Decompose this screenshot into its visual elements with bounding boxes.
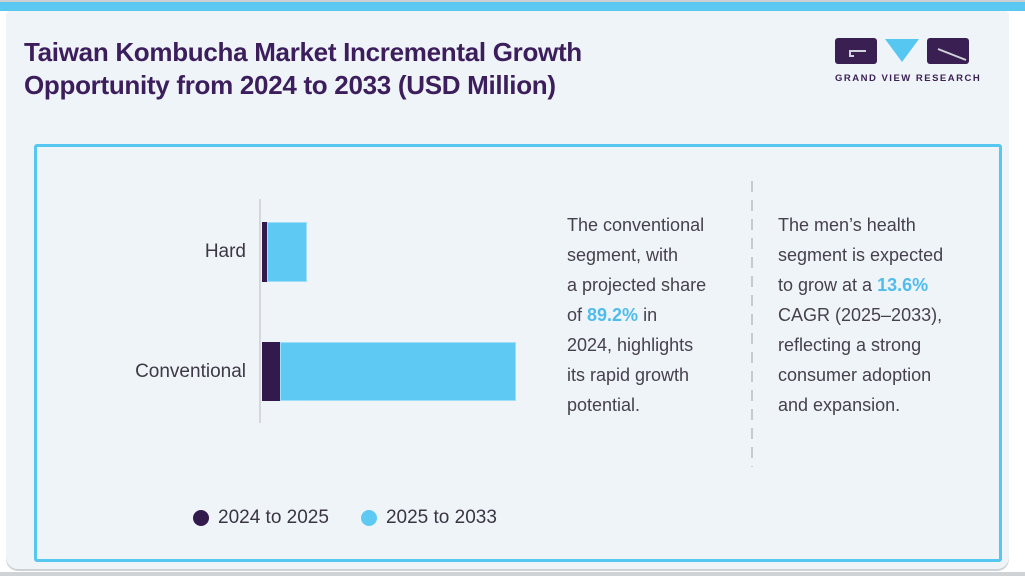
legend-swatch-2025-2033 <box>360 510 377 526</box>
y-axis-line <box>259 199 261 423</box>
infographic-card: Taiwan Kombucha Market Incremental Growt… <box>6 11 1009 569</box>
category-label-hard: Hard <box>204 241 246 262</box>
legend-item-2024-2025: 2024 to 2025 <box>193 507 329 529</box>
bar-segment-hard-2024-2025 <box>262 222 268 282</box>
bar-segment-conventional-2024-2025 <box>262 342 281 401</box>
logo-v-triangle-icon <box>885 39 919 62</box>
insight-2-text-after: CAGR (2025–2033), reflecting a strong co… <box>778 305 943 415</box>
bar-segment-hard-2025-2033 <box>267 222 308 282</box>
insight-2-text-before: The men’s health segment is expected to … <box>778 215 944 295</box>
legend-label-2024-2025: 2024 to 2025 <box>218 507 329 528</box>
legend-label-2025-2033: 2025 to 2033 <box>385 507 497 528</box>
gvr-logo-icon <box>835 38 969 64</box>
grand-view-research-logo: GRAND VIEW RESEARCH <box>835 38 982 84</box>
bar-hard <box>262 222 308 282</box>
page-title-line-2: Opportunity from 2024 to 2033 (USD Milli… <box>24 70 556 100</box>
insight-mens-health-segment: The men’s health segment is expected to … <box>778 210 990 420</box>
page-title-line-1: Taiwan Kombucha Market Incremental Growt… <box>24 37 582 67</box>
top-edge-hairline <box>0 0 1025 2</box>
page-title: Taiwan Kombucha Market Incremental Growt… <box>24 36 664 102</box>
chart-legend: 2024 to 2025 2025 to 2033 <box>193 507 497 529</box>
insight-2-accent-value: 13.6% <box>877 275 929 295</box>
bar-conventional <box>262 342 516 401</box>
bottom-edge-shadow <box>0 572 1025 576</box>
logo-wordmark: GRAND VIEW RESEARCH <box>835 73 982 84</box>
insight-1-accent-value: 89.2% <box>587 305 639 325</box>
chart-panel: Hard Conventional The conventional segme… <box>34 144 1002 562</box>
category-label-conventional: Conventional <box>135 361 246 382</box>
bar-segment-conventional-2025-2033 <box>280 342 516 401</box>
insight-1-text-after: in 2024, highlights its rapid growth pot… <box>567 305 694 415</box>
top-accent-bar <box>0 2 1025 11</box>
insight-conventional-segment: The conventional segment, with a project… <box>567 210 745 420</box>
dashed-divider <box>751 181 753 467</box>
legend-item-2025-2033: 2025 to 2033 <box>360 507 497 529</box>
legend-swatch-2024-2025 <box>193 510 209 526</box>
insight-1-text-before: The conventional segment, with a project… <box>567 215 707 325</box>
